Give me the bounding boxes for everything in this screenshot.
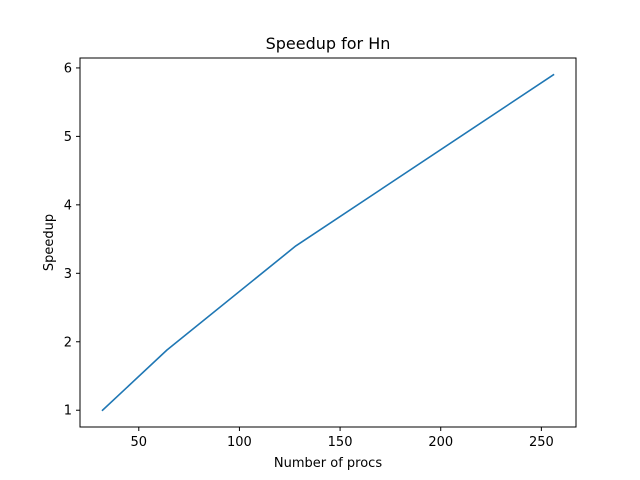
x-tick-label: 150 <box>328 435 353 450</box>
x-tick-label: 100 <box>227 435 252 450</box>
axes-frame <box>79 57 577 428</box>
y-axis-label: Speedup <box>42 214 57 271</box>
y-tick-label: 3 <box>64 267 72 282</box>
y-tick-label: 2 <box>64 335 72 350</box>
x-axis-ticks: 50 100 150 200 250 <box>131 427 554 450</box>
x-tick-label: 50 <box>131 435 148 450</box>
series-line <box>101 73 555 412</box>
y-axis-ticks: 1 2 3 4 5 6 <box>64 61 80 419</box>
y-tick-label: 4 <box>64 198 72 213</box>
y-tick-label: 6 <box>64 61 72 76</box>
chart-title: Speedup for Hn <box>266 34 391 53</box>
x-tick-label: 200 <box>428 435 453 450</box>
y-tick-label: 5 <box>64 130 72 145</box>
plot-area <box>101 73 555 412</box>
x-tick-label: 250 <box>529 435 554 450</box>
x-axis-label: Number of procs <box>274 456 382 471</box>
y-tick-label: 1 <box>64 404 72 419</box>
